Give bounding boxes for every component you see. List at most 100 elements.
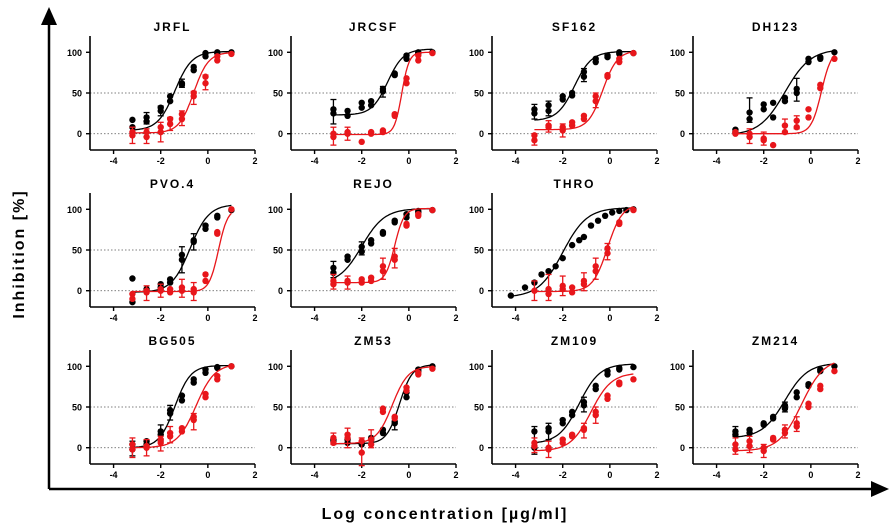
series-black xyxy=(531,49,637,121)
data-point xyxy=(616,58,623,66)
data-point xyxy=(367,277,375,285)
x-tick-label: -4 xyxy=(713,470,721,480)
data-point xyxy=(601,212,609,219)
data-point xyxy=(178,397,186,404)
panel-dh123: DH123 0 50 100 -4 -2 0 2 xyxy=(670,20,861,166)
data-point xyxy=(330,264,337,272)
data-point xyxy=(358,99,365,106)
x-tick-label: 0 xyxy=(205,156,210,166)
data-point xyxy=(732,441,739,448)
data-point xyxy=(367,128,375,136)
y-tick-label: 50 xyxy=(474,403,484,413)
data-point xyxy=(190,238,197,246)
data-point xyxy=(781,128,789,136)
x-tick-label: 2 xyxy=(453,156,458,166)
y-tick-label: 100 xyxy=(268,362,283,372)
data-point xyxy=(746,442,753,450)
series-red xyxy=(732,54,838,149)
data-point xyxy=(817,81,824,89)
fit-curve xyxy=(510,207,634,297)
data-point xyxy=(805,55,812,62)
data-point xyxy=(429,206,436,214)
y-tick-label: 50 xyxy=(675,89,685,99)
data-point xyxy=(616,381,623,388)
data-point xyxy=(531,428,538,435)
series-red xyxy=(330,365,436,467)
data-point xyxy=(358,449,365,456)
data-point xyxy=(214,230,221,237)
data-point xyxy=(781,426,789,433)
y-tick-label: 0 xyxy=(680,129,685,139)
data-point xyxy=(367,441,375,448)
data-point xyxy=(568,431,576,438)
x-tick-label: -2 xyxy=(157,470,165,480)
data-point xyxy=(391,219,398,226)
data-point xyxy=(178,251,186,259)
data-point xyxy=(429,365,436,372)
x-tick-label: -4 xyxy=(512,313,520,323)
panel-title: ZM53 xyxy=(354,334,393,348)
panel-title: THRO xyxy=(554,177,596,191)
y-tick-label: 0 xyxy=(278,443,283,453)
panel-title: BG505 xyxy=(148,334,196,348)
data-point xyxy=(129,295,136,303)
data-point xyxy=(178,392,186,399)
y-tick-label: 100 xyxy=(67,48,82,58)
data-point xyxy=(415,57,422,64)
data-point xyxy=(746,133,753,141)
x-tick-label: -4 xyxy=(311,156,319,166)
data-point xyxy=(202,390,209,398)
data-point xyxy=(330,130,337,137)
data-point xyxy=(358,138,365,146)
x-tick-label: 2 xyxy=(654,470,659,480)
panel-zm53: ZM53 0 50 100 -4 -2 0 2 xyxy=(268,334,459,480)
x-tick-label: -2 xyxy=(358,313,366,323)
data-point xyxy=(746,109,753,116)
data-point xyxy=(545,124,552,131)
data-point xyxy=(129,275,136,282)
series-red xyxy=(531,206,637,302)
y-tick-label: 50 xyxy=(474,89,484,99)
y-tick-label: 100 xyxy=(268,205,283,215)
data-point xyxy=(379,85,387,93)
x-tick-label: -4 xyxy=(110,313,118,323)
data-point xyxy=(793,117,800,124)
x-tick-label: 2 xyxy=(855,156,860,166)
y-tick-label: 100 xyxy=(670,362,685,372)
y-tick-label: 50 xyxy=(72,403,82,413)
data-point xyxy=(545,285,552,293)
data-point xyxy=(344,277,351,285)
data-point xyxy=(592,385,599,393)
data-point xyxy=(760,135,767,142)
panel-rejo: REJO 0 50 100 -4 -2 0 2 xyxy=(268,177,459,323)
x-tick-label: -2 xyxy=(358,470,366,480)
y-tick-label: 0 xyxy=(77,129,82,139)
data-point xyxy=(358,248,365,255)
data-point xyxy=(344,434,351,442)
data-point xyxy=(793,89,800,97)
data-point xyxy=(531,439,538,447)
x-tick-label: 0 xyxy=(607,156,612,166)
data-point xyxy=(391,70,398,77)
x-tick-label: -2 xyxy=(157,156,165,166)
data-point xyxy=(831,367,838,375)
x-tick-label: -2 xyxy=(559,156,567,166)
data-point xyxy=(129,446,136,453)
data-point xyxy=(143,133,150,141)
panel-title: SF162 xyxy=(552,20,597,34)
data-point xyxy=(760,421,767,429)
data-point xyxy=(592,263,599,270)
data-point xyxy=(143,128,150,136)
data-point xyxy=(367,102,375,109)
data-point xyxy=(604,53,611,61)
y-tick-label: 0 xyxy=(479,286,484,296)
panel-jrcsf: JRCSF 0 50 100 -4 -2 0 2 xyxy=(268,20,459,166)
data-point xyxy=(732,130,739,137)
data-point xyxy=(817,367,824,375)
data-point xyxy=(330,439,337,447)
data-point xyxy=(831,49,838,56)
data-point xyxy=(580,426,588,433)
data-point xyxy=(604,395,611,403)
series-black xyxy=(330,48,436,125)
data-point xyxy=(587,222,595,229)
